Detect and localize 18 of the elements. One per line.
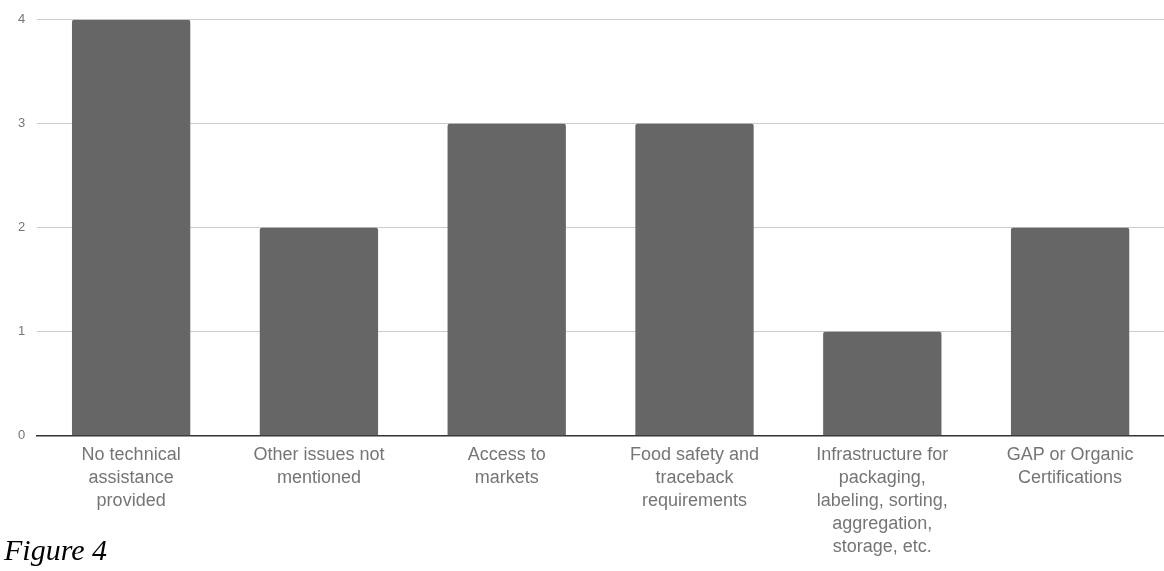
x-tick-label: Food safety and traceback requirements — [629, 444, 760, 511]
bar — [823, 331, 942, 436]
caption: Figure 4 — [4, 532, 108, 568]
x-tick-label: GAP or Organic Certifications — [1006, 444, 1134, 488]
x-tick-label: Access to markets — [467, 444, 546, 488]
bar — [1010, 227, 1130, 436]
bar — [259, 227, 379, 436]
y-tick-label: 0 — [18, 427, 26, 443]
y-tick-label: 2 — [18, 219, 26, 235]
bar — [447, 123, 566, 436]
x-tick-label: Infrastructure for packaging, labeling, sorting, aggregation, storage, etc. — [816, 444, 949, 557]
x-tick-label: No technical assistance provided — [81, 444, 181, 511]
y-tick-label: 3 — [18, 115, 26, 131]
x-tick-label: Other issues not mentioned — [253, 444, 385, 488]
y-tick-label: 4 — [18, 11, 26, 27]
y-tick-label: 1 — [18, 323, 26, 339]
bar — [71, 19, 191, 436]
bar — [635, 123, 754, 436]
